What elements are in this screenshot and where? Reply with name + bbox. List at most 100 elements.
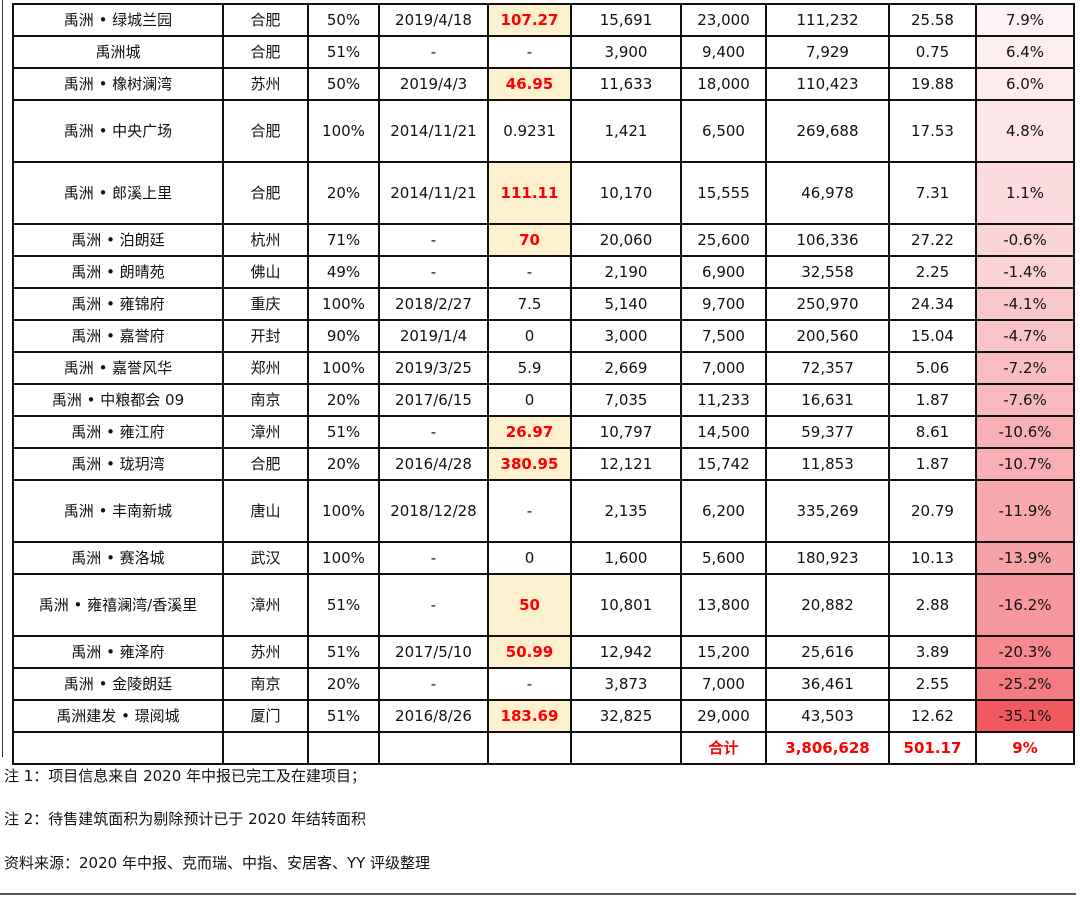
- date-cell: 2019/4/3: [378, 67, 489, 101]
- value-highlight-cell: 70: [487, 223, 572, 257]
- col6-cell: 10,797: [570, 415, 682, 449]
- table-row: 禹洲 • 雍锦府 重庆 100% 2018/2/27 7.5 5,140 9,700 250,…: [12, 287, 1075, 321]
- equity-share-cell: 71%: [307, 223, 380, 257]
- col8-cell: 32,558: [765, 255, 890, 289]
- project-name-cell: 禹洲城: [12, 35, 224, 69]
- city-cell: 佛山: [222, 255, 309, 289]
- city-cell: 合肥: [222, 99, 309, 163]
- date-cell: -: [378, 573, 489, 637]
- equity-share-cell: 50%: [307, 67, 380, 101]
- col8-cell: 7,929: [765, 35, 890, 69]
- equity-share-cell: 49%: [307, 255, 380, 289]
- city-cell: 合肥: [222, 3, 309, 37]
- col6-cell: 2,190: [570, 255, 682, 289]
- city-cell: 苏州: [222, 67, 309, 101]
- value-highlight-cell: 50.99: [487, 635, 572, 669]
- date-cell: 2014/11/21: [378, 99, 489, 163]
- equity-share-cell: 20%: [307, 383, 380, 417]
- col8-cell: 200,560: [765, 319, 890, 353]
- table-row: 禹洲 • 橡树澜湾 苏州 50% 2019/4/3 46.95 11,633 18,000 1…: [12, 67, 1075, 101]
- equity-share-cell: 20%: [307, 667, 380, 701]
- col7-cell: 13,800: [680, 573, 767, 637]
- col9-cell: 5.06: [888, 351, 977, 385]
- project-table: 禹洲 • 绿城兰园 合肥 50% 2019/4/18 107.27 15,691 23,00…: [12, 3, 1075, 765]
- project-name-cell: 禹洲 • 朗晴苑: [12, 255, 224, 289]
- value-highlight-cell: 0: [487, 319, 572, 353]
- col6-cell: 3,000: [570, 319, 682, 353]
- value-highlight-cell: 50: [487, 573, 572, 637]
- equity-share-cell: 51%: [307, 415, 380, 449]
- city-cell: 唐山: [222, 479, 309, 543]
- change-pct-cell: 7.9%: [975, 3, 1075, 37]
- city-cell: 南京: [222, 383, 309, 417]
- empty-cell: [307, 731, 380, 765]
- col9-cell: 2.25: [888, 255, 977, 289]
- change-pct-cell: -7.6%: [975, 383, 1075, 417]
- col7-cell: 23,000: [680, 3, 767, 37]
- col7-cell: 7,000: [680, 667, 767, 701]
- change-pct-cell: -4.7%: [975, 319, 1075, 353]
- project-name-cell: 禹洲 • 郎溪上里: [12, 161, 224, 225]
- col6-cell: 1,600: [570, 541, 682, 575]
- col6-cell: 3,873: [570, 667, 682, 701]
- col7-cell: 6,500: [680, 99, 767, 163]
- col8-cell: 43,503: [765, 699, 890, 733]
- table-row: 禹洲 • 嘉誉风华 郑州 100% 2019/3/25 5.9 2,669 7,000 72,…: [12, 351, 1075, 385]
- table-row: 禹洲 • 雍泽府 苏州 51% 2017/5/10 50.99 12,942 15,200 2…: [12, 635, 1075, 669]
- city-cell: 武汉: [222, 541, 309, 575]
- col6-cell: 2,669: [570, 351, 682, 385]
- project-name-cell: 禹洲 • 雍泽府: [12, 635, 224, 669]
- equity-share-cell: 51%: [307, 35, 380, 69]
- change-pct-cell: 1.1%: [975, 161, 1075, 225]
- equity-share-cell: 100%: [307, 99, 380, 163]
- value-highlight-cell: 0: [487, 383, 572, 417]
- project-name-cell: 禹洲 • 雍江府: [12, 415, 224, 449]
- value-highlight-cell: 107.27: [487, 3, 572, 37]
- col7-cell: 7,000: [680, 351, 767, 385]
- col9-cell: 3.89: [888, 635, 977, 669]
- value-highlight-cell: 380.95: [487, 447, 572, 481]
- note-2: 注 2：待售建筑面积为剔除预计已于 2020 年结转面积: [4, 810, 367, 828]
- col9-cell: 1.87: [888, 383, 977, 417]
- col6-cell: 10,801: [570, 573, 682, 637]
- value-highlight-cell: 183.69: [487, 699, 572, 733]
- col9-cell: 1.87: [888, 447, 977, 481]
- project-name-cell: 禹洲 • 赛洛城: [12, 541, 224, 575]
- date-cell: 2014/11/21: [378, 161, 489, 225]
- date-cell: -: [378, 541, 489, 575]
- col6-cell: 15,691: [570, 3, 682, 37]
- project-name-cell: 禹洲 • 嘉誉风华: [12, 351, 224, 385]
- col8-cell: 72,357: [765, 351, 890, 385]
- left-border: [2, 0, 3, 757]
- project-name-cell: 禹洲 • 泊朗廷: [12, 223, 224, 257]
- table-row: 禹洲 • 中央广场 合肥 100% 2014/11/21 0.9231 1,421 6,50…: [12, 99, 1075, 163]
- city-cell: 苏州: [222, 635, 309, 669]
- value-highlight-cell: 26.97: [487, 415, 572, 449]
- change-pct-cell: -7.2%: [975, 351, 1075, 385]
- col7-cell: 25,600: [680, 223, 767, 257]
- date-cell: 2017/6/15: [378, 383, 489, 417]
- col8-cell: 180,923: [765, 541, 890, 575]
- value-highlight-cell: -: [487, 255, 572, 289]
- total-row: 合计 3,806,628 501.17 9%: [12, 731, 1075, 765]
- col9-cell: 7.31: [888, 161, 977, 225]
- value-highlight-cell: 111.11: [487, 161, 572, 225]
- value-highlight-cell: 7.5: [487, 287, 572, 321]
- divider: [0, 893, 1076, 895]
- table-row: 禹洲建发 • 璟阅城 厦门 51% 2016/8/26 183.69 32,825 29,0…: [12, 699, 1075, 733]
- city-cell: 厦门: [222, 699, 309, 733]
- table-row: 禹洲 • 赛洛城 武汉 100% -0 1,600 5,600 180,923 10.13 -1…: [12, 541, 1075, 575]
- date-cell: -: [378, 415, 489, 449]
- col6-cell: 5,140: [570, 287, 682, 321]
- col8-cell: 250,970: [765, 287, 890, 321]
- project-name-cell: 禹洲 • 中粮都会 09: [12, 383, 224, 417]
- col7-cell: 15,200: [680, 635, 767, 669]
- equity-share-cell: 51%: [307, 635, 380, 669]
- date-cell: -: [378, 667, 489, 701]
- col8-cell: 46,978: [765, 161, 890, 225]
- col9-cell: 25.58: [888, 3, 977, 37]
- date-cell: 2018/2/27: [378, 287, 489, 321]
- value-highlight-cell: -: [487, 35, 572, 69]
- value-highlight-cell: 46.95: [487, 67, 572, 101]
- equity-share-cell: 20%: [307, 161, 380, 225]
